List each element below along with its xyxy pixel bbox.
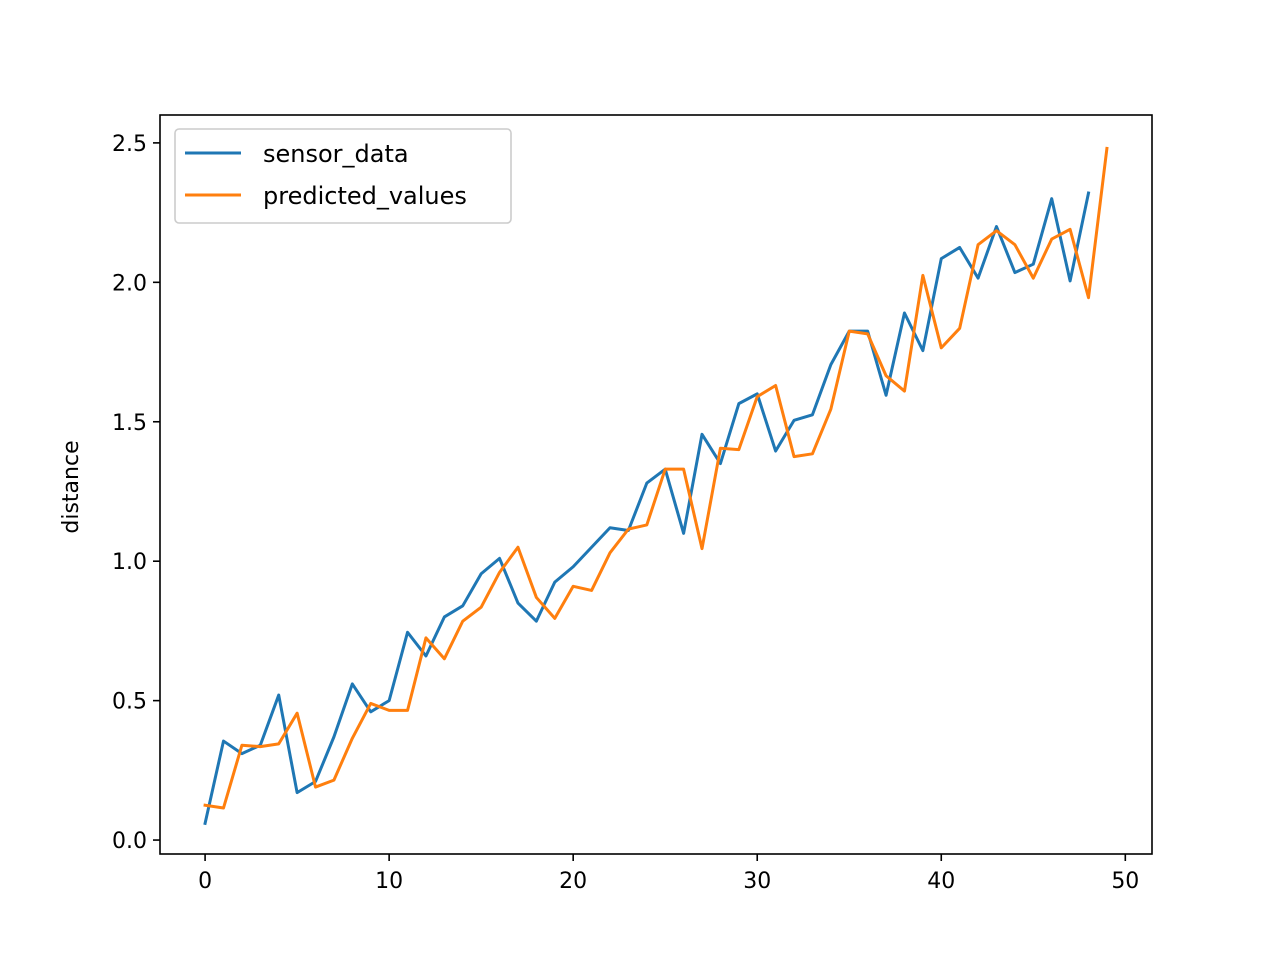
x-tick-label: 30: [743, 869, 771, 894]
x-tick-label: 40: [927, 869, 955, 894]
series-layer: [203, 146, 1109, 826]
plot-area: [160, 115, 1152, 854]
legend-label-predicted_values: predicted_values: [263, 182, 467, 210]
y-tick-label: 1.0: [112, 550, 147, 575]
x-axis: 0 10 20 30 40 50: [198, 854, 1139, 894]
legend: sensor_data predicted_values: [174, 128, 512, 224]
x-tick-label: 0: [198, 869, 212, 894]
x-tick-label: 10: [375, 869, 403, 894]
y-axis-label: distance: [59, 440, 84, 533]
series-line-sensor_data: [203, 191, 1091, 826]
legend-label-sensor_data: sensor_data: [263, 140, 409, 168]
x-tick-label: 50: [1111, 869, 1139, 894]
y-axis: 0.0 0.5 1.0 1.5 2.0 2.5: [112, 132, 160, 854]
y-tick-label: 0.0: [112, 829, 147, 854]
series-line-predicted_values: [203, 146, 1109, 810]
x-tick-label: 20: [559, 869, 587, 894]
y-tick-label: 2.5: [112, 132, 147, 157]
plot-frame: [159, 114, 1153, 855]
legend-box: [174, 128, 512, 224]
y-tick-label: 1.5: [112, 411, 147, 436]
y-tick-label: 0.5: [112, 690, 147, 715]
y-tick-label: 2.0: [112, 271, 147, 296]
